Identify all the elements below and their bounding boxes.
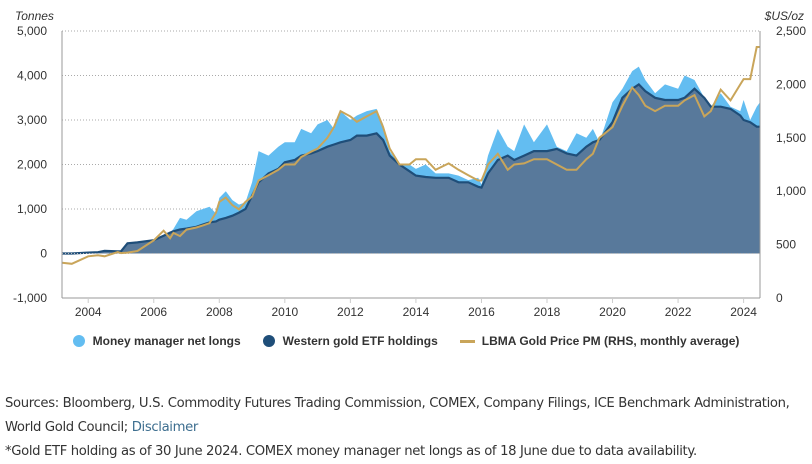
legend-dot-icon xyxy=(72,335,85,347)
axes xyxy=(61,31,761,299)
sources-prefix: Sources: Bloomberg, U.S. Commodity Futur… xyxy=(5,396,790,435)
y-right-ticks: 2,500 2,000 1,500 1,000 500 0 xyxy=(776,24,806,305)
x-tick-label: 2010 xyxy=(271,305,298,319)
legend-item-money-manager[interactable]: Money manager net longs xyxy=(72,334,241,348)
sources-text: Sources: Bloomberg, U.S. Commodity Futur… xyxy=(5,392,805,440)
disclaimer-link[interactable]: Disclaimer xyxy=(131,420,199,435)
x-tick-label: 2022 xyxy=(665,305,692,319)
y-left-axis-title: Tonnes xyxy=(15,9,54,23)
x-tick-label: 2006 xyxy=(140,305,167,319)
legend: Money manager net longs Western gold ETF… xyxy=(0,334,812,348)
y-left-tick-label: 4,000 xyxy=(17,69,47,83)
etf-holdings-area xyxy=(62,84,760,254)
x-tick-label: 2020 xyxy=(599,305,626,319)
legend-label: Western gold ETF holdings xyxy=(282,334,438,348)
x-tick-label: 2018 xyxy=(534,305,561,319)
legend-label: Money manager net longs xyxy=(92,334,241,348)
x-tick-label: 2004 xyxy=(75,305,102,319)
x-tick-label: 2016 xyxy=(468,305,495,319)
y-left-tick-label: -1,000 xyxy=(13,291,47,305)
y-right-tick-label: 2,500 xyxy=(776,24,806,38)
x-tick-label: 2008 xyxy=(206,305,233,319)
gold-price-line xyxy=(61,46,760,265)
etf-holdings-line xyxy=(62,82,760,255)
chart-notes: Sources: Bloomberg, U.S. Commodity Futur… xyxy=(5,392,805,464)
y-right-tick-label: 1,500 xyxy=(776,131,806,145)
y-right-axis-title: $US/oz xyxy=(764,9,804,23)
y-right-tick-label: 500 xyxy=(776,238,796,252)
chart: Tonnes $US/oz 5,000 4,000 3,000 2,000 1,000 0… xyxy=(13,9,806,319)
y-left-tick-label: 0 xyxy=(40,247,47,261)
y-right-tick-label: 2,000 xyxy=(776,77,806,91)
x-tick-label: 2014 xyxy=(403,305,430,319)
legend-dot-icon xyxy=(262,335,275,347)
y-left-tick-label: 5,000 xyxy=(17,24,47,38)
y-right-tick-label: 1,000 xyxy=(776,184,806,198)
y-left-tick-label: 1,000 xyxy=(17,202,47,216)
footnote: *Gold ETF holding as of 30 June 2024. CO… xyxy=(5,444,697,459)
series-layer xyxy=(61,46,760,265)
legend-item-etf-holdings[interactable]: Western gold ETF holdings xyxy=(262,334,438,348)
legend-line-icon xyxy=(459,339,475,343)
y-left-tick-label: 2,000 xyxy=(17,158,47,172)
y-left-ticks: 5,000 4,000 3,000 2,000 1,000 0 -1,000 xyxy=(13,24,47,305)
x-tick-label: 2012 xyxy=(337,305,364,319)
x-ticks: 2004 2006 2008 2010 2012 2014 2016 2018 2020 2022… xyxy=(75,298,757,319)
legend-label: LBMA Gold Price PM (RHS, monthly average… xyxy=(481,334,740,348)
legend-item-gold-price[interactable]: LBMA Gold Price PM (RHS, monthly average… xyxy=(459,334,740,348)
x-tick-label: 2024 xyxy=(730,305,757,319)
y-right-tick-label: 0 xyxy=(776,291,783,305)
y-left-tick-label: 3,000 xyxy=(17,113,47,127)
